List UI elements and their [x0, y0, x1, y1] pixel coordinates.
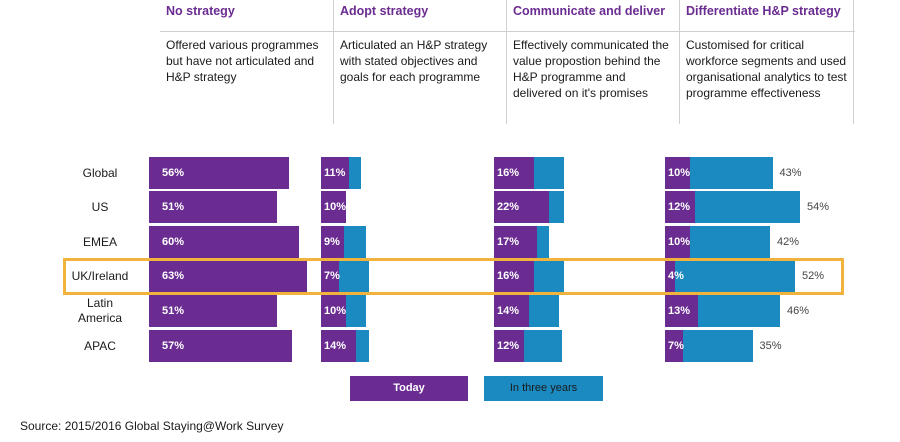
bar-today — [494, 260, 534, 292]
column-title-no-strategy: No strategy — [166, 4, 235, 18]
bar-label-in-three-years: 35% — [759, 340, 782, 352]
bar-label-in-three-years: 52% — [802, 270, 825, 282]
column-description-differentiate: Customised for critical workforce segmen… — [686, 38, 847, 100]
bar-label-today: 56% — [162, 167, 185, 179]
column-title-differentiate: Differentiate H&P strategy — [686, 4, 841, 18]
bar-label-in-three-years: 46% — [787, 305, 810, 317]
bar-today — [494, 157, 534, 189]
bar-label-today: 16% — [497, 270, 520, 282]
bar-label-in-three-years: 43% — [779, 167, 802, 179]
bar-label-today: 14% — [324, 340, 347, 352]
bar-label-today: 7% — [324, 270, 340, 282]
column-divider — [679, 0, 680, 124]
bar-today — [665, 260, 675, 292]
bar-today — [665, 157, 690, 189]
bar-label-today: 12% — [497, 340, 520, 352]
bar-label-today: 51% — [162, 305, 185, 317]
bar-today — [149, 295, 277, 327]
row-label-uk-ireland: UK/Ireland — [71, 268, 129, 283]
bar-today — [149, 157, 289, 189]
bar-today — [149, 330, 292, 362]
bar-today — [494, 295, 529, 327]
bar-label-today: 22% — [497, 201, 520, 213]
row-label-global: Global — [82, 165, 118, 180]
bar-today — [321, 226, 344, 258]
bar-today — [321, 330, 356, 362]
column-title-adopt-strategy: Adopt strategy — [340, 4, 429, 18]
bar-label-today: 10% — [324, 305, 347, 317]
bar-label-today: 63% — [162, 270, 185, 282]
bar-label-today: 10% — [668, 236, 691, 248]
bar-label-today: 12% — [668, 201, 691, 213]
bar-today — [494, 191, 549, 223]
column-description-adopt-strategy: Articulated an H&P strategy with stated … — [340, 38, 488, 84]
source-note: Source: 2015/2016 Global Staying@Work Su… — [20, 419, 284, 433]
bar-label-today: 14% — [497, 305, 520, 317]
bar-label-in-three-years: 42% — [777, 236, 800, 248]
bar-label-today: 4% — [668, 270, 684, 282]
header-divider — [160, 31, 855, 32]
column-title-communicate-deliver: Communicate and deliver — [513, 4, 666, 18]
bar-label-in-three-years: 54% — [807, 201, 830, 213]
bar-today — [149, 191, 277, 223]
bar-label-today: 13% — [668, 305, 691, 317]
bar-label-today: 17% — [497, 236, 520, 248]
bar-today — [321, 260, 339, 292]
bar-today — [149, 226, 299, 258]
bar-label-today: 60% — [162, 236, 185, 248]
bar-label-today: 10% — [668, 167, 691, 179]
column-description-no-strategy: Offered various programmes but have not … — [166, 38, 319, 84]
bar-label-today: 10% — [324, 201, 347, 213]
column-divider — [853, 0, 854, 124]
bar-label-today: 7% — [668, 340, 684, 352]
bar-in-three-years — [665, 260, 795, 292]
bar-label-today: 57% — [162, 340, 185, 352]
bar-today — [494, 226, 537, 258]
bar-today — [321, 157, 349, 189]
column-divider — [333, 0, 334, 124]
legend-in-three-years: In three years — [484, 376, 603, 401]
bar-label-today: 9% — [324, 236, 340, 248]
highlight-box — [63, 258, 844, 295]
bar-label-today: 51% — [162, 201, 185, 213]
bar-today — [665, 330, 683, 362]
bar-today — [665, 226, 690, 258]
bar-today — [494, 330, 524, 362]
row-label-apac: APAC — [84, 338, 116, 353]
bar-label-today: 16% — [497, 167, 520, 179]
bar-today — [665, 295, 698, 327]
column-divider — [506, 0, 507, 124]
bar-today — [149, 260, 307, 292]
bar-today — [321, 295, 346, 327]
row-label-latin-america: Latin America — [77, 296, 122, 325]
row-label-emea: EMEA — [82, 234, 117, 249]
column-description-communicate-deliver: Effectively communicated the value propo… — [513, 38, 669, 100]
row-label-us: US — [91, 199, 109, 214]
bar-today — [665, 191, 695, 223]
bar-label-today: 11% — [324, 167, 346, 179]
legend-today: Today — [350, 376, 468, 401]
bar-today — [321, 191, 346, 223]
